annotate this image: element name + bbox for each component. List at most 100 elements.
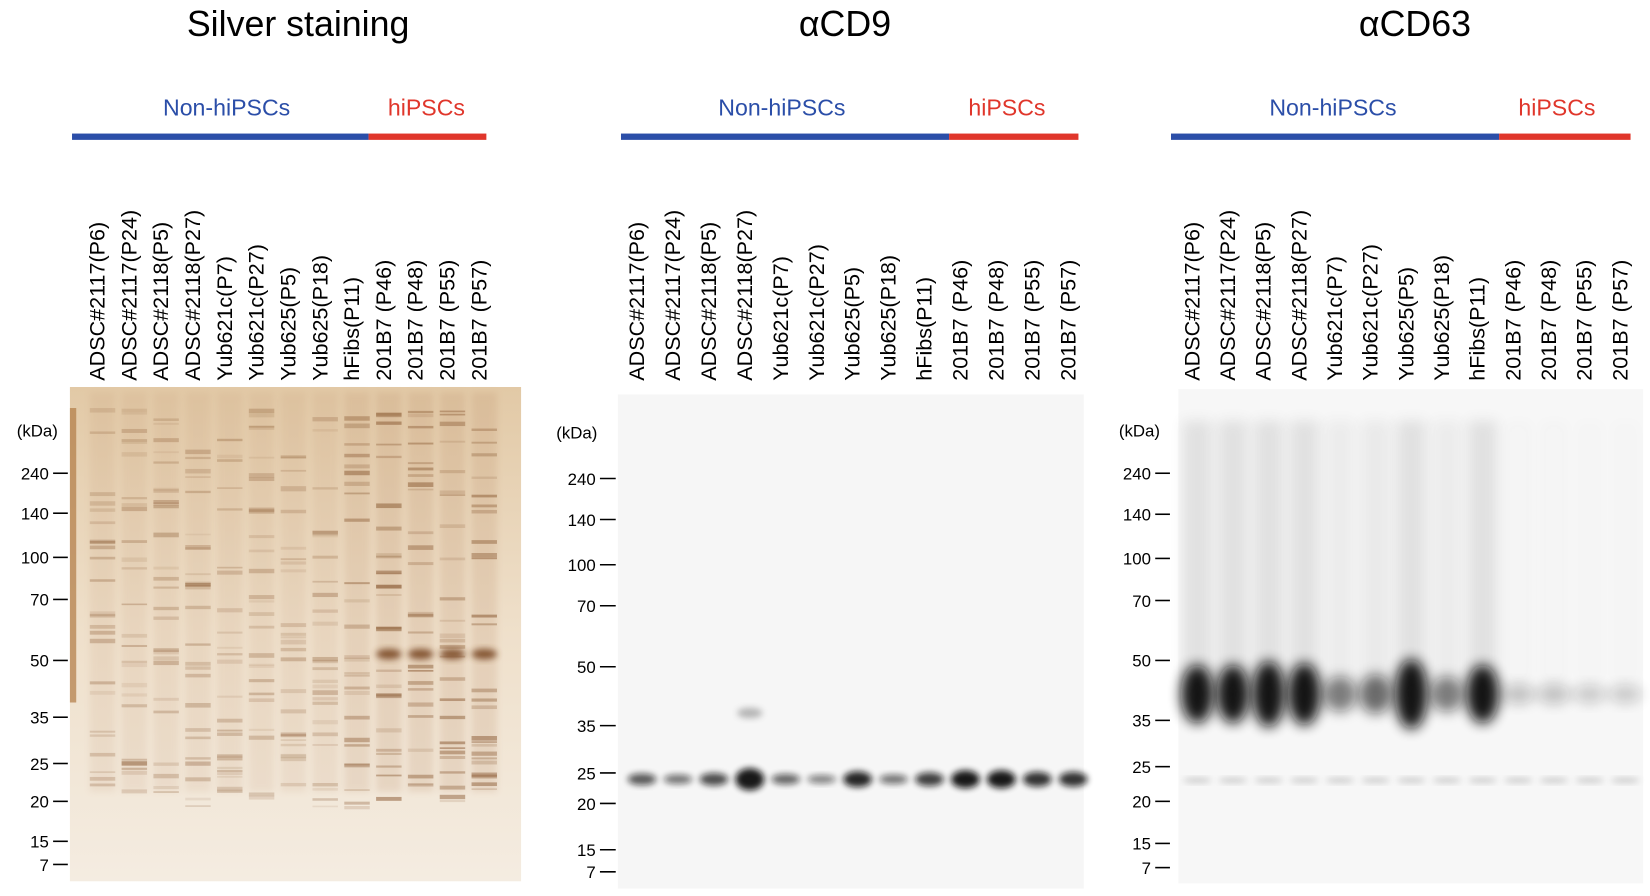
gel-band	[471, 476, 497, 479]
gel-band	[312, 679, 338, 684]
gel-band	[439, 494, 466, 496]
lane-smear	[1254, 420, 1283, 684]
gel-band	[121, 760, 148, 766]
gel-band	[376, 553, 402, 557]
gel-band	[185, 573, 211, 576]
gel-band	[471, 623, 497, 626]
gel-band	[121, 789, 148, 794]
gel-band	[439, 785, 466, 790]
gel-band	[121, 439, 148, 444]
gel-band	[471, 788, 497, 791]
gel-band	[471, 504, 497, 508]
marker-label: 50	[577, 658, 596, 677]
gel-band	[89, 613, 116, 616]
gel-band	[407, 783, 434, 786]
gel-band	[185, 643, 211, 646]
lane-label: ADSC#2117(P6)	[85, 222, 110, 381]
gel-band	[344, 599, 370, 603]
gel-band	[280, 657, 307, 662]
gel-band	[217, 787, 243, 792]
gel-band	[89, 690, 116, 695]
gel-band	[153, 710, 179, 714]
gel-band	[471, 453, 497, 457]
gel-band	[344, 672, 370, 675]
gel-band	[248, 612, 275, 616]
gel-band	[312, 720, 338, 725]
gel-band	[248, 509, 275, 514]
lane-smear	[185, 392, 211, 792]
lane-label: 201B7 (P57)	[1607, 260, 1632, 381]
marker-label: 7	[1142, 859, 1151, 878]
gel-band	[407, 631, 434, 634]
lane-smear	[1432, 420, 1462, 684]
gel-band	[121, 557, 148, 562]
gel-band	[471, 782, 497, 787]
gel-band	[153, 697, 179, 701]
gel-band	[185, 545, 211, 550]
panel-title: Silver staining	[187, 4, 410, 44]
gel-band	[217, 776, 243, 778]
gel-band	[217, 653, 243, 656]
gel-band	[121, 408, 148, 413]
marker-label: 35	[30, 709, 49, 728]
gel-band	[376, 585, 402, 589]
gel-band	[439, 413, 466, 416]
gel-band	[344, 423, 370, 429]
gel-band	[376, 421, 402, 425]
marker-label: 35	[577, 717, 596, 736]
lane-smear	[248, 392, 275, 792]
gel-band	[248, 477, 275, 482]
lane-smear	[1468, 420, 1497, 684]
marker-label: 240	[568, 470, 596, 489]
gel-band	[407, 462, 434, 465]
gel-band	[248, 595, 275, 600]
gel-band	[312, 555, 338, 559]
lane-smear	[1218, 420, 1248, 684]
lane-smear	[376, 392, 402, 792]
gel-band	[89, 783, 116, 787]
gel-band	[376, 584, 402, 589]
gel-band	[312, 417, 338, 422]
lane-label: 201B7 (P55)	[1572, 260, 1597, 381]
lane-label: ADSC#2117(P24)	[1215, 210, 1240, 381]
marker-label: 100	[21, 549, 49, 568]
gel-band	[376, 752, 402, 755]
lane-label: 201B7 (P55)	[435, 260, 460, 381]
gel-band	[312, 798, 338, 801]
gel-band	[1611, 777, 1640, 783]
gel-band	[280, 455, 307, 458]
gel-band	[121, 507, 148, 512]
marker-label: 100	[568, 556, 596, 575]
gel-band	[89, 545, 116, 550]
gel-band	[439, 747, 466, 749]
gel-band	[312, 531, 338, 536]
gel-band	[312, 487, 338, 490]
gel-band	[1394, 659, 1428, 729]
gel-band	[439, 633, 466, 638]
panel: αCD9 Non-hiPSCs hiPSCs ADSC#2117(P6) ADSC#21…	[556, 4, 1088, 889]
gel-band	[663, 774, 693, 784]
gel-band	[1180, 664, 1214, 724]
gel-band	[407, 774, 434, 779]
gel-band	[121, 660, 148, 663]
marker-label: 35	[1132, 712, 1151, 731]
gel-band	[185, 805, 211, 808]
gel-band	[407, 531, 434, 535]
gel-band	[344, 481, 370, 486]
gel-band	[217, 754, 243, 759]
lane-label: Yub621c(P7)	[212, 256, 237, 381]
gel-band	[248, 408, 275, 413]
gel-band	[89, 614, 116, 618]
gel-band	[344, 737, 370, 743]
gel-band	[89, 539, 116, 544]
gel-band	[89, 431, 116, 434]
group-bar	[1499, 133, 1631, 140]
lane-smear	[89, 392, 116, 792]
gel-band	[280, 732, 307, 737]
group-bar	[949, 133, 1079, 140]
gel-band	[471, 553, 497, 558]
lane-label: hFibs(P11)	[339, 277, 364, 381]
lane-smear	[1540, 421, 1569, 684]
gel-band	[121, 603, 148, 606]
